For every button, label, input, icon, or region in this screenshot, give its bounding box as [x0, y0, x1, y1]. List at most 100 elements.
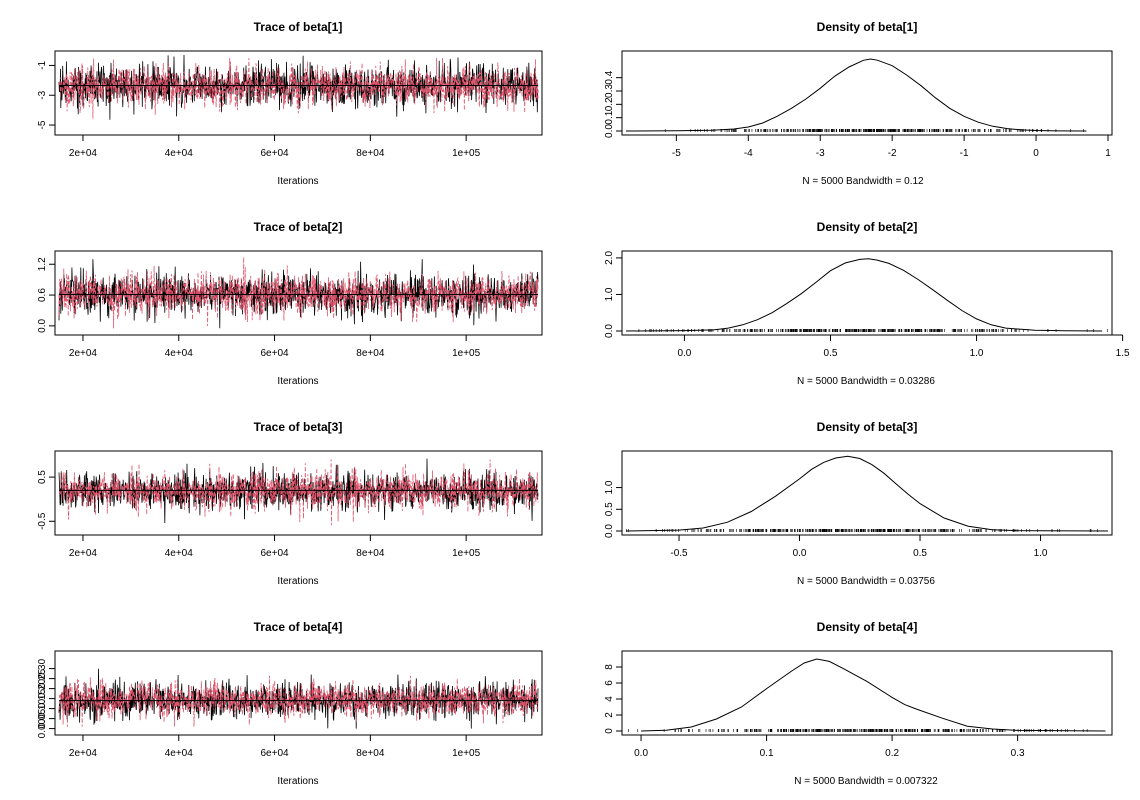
chart-title: Trace of beta[4]: [254, 620, 343, 634]
plot-area: [58, 458, 539, 526]
plot-frame: [621, 50, 1113, 136]
x-tick-label: 6e+04: [261, 748, 290, 759]
x-tick-label: 0.5: [913, 548, 927, 559]
plot-frame: [621, 650, 1113, 736]
x-axis: 2e+04 4e+04 6e+04 8e+04 1e+05: [69, 334, 481, 359]
chart-panel-3: Trace of beta[2] Iterations 2e+04 4e+04 6e+0…: [37, 220, 543, 387]
y-axis: 0.0 1.0 2.0: [604, 251, 623, 338]
y-tick-label: 0.0: [604, 524, 615, 538]
x-tick-label: 1e+05: [452, 148, 481, 159]
x-tick-label: 0.0: [634, 748, 648, 759]
chart-panel-5: Trace of beta[3] Iterations 2e+04 4e+04 6e+0…: [37, 420, 543, 587]
x-tick-label: 0: [1033, 148, 1039, 159]
y-tick-label: 1.2: [37, 257, 48, 271]
x-tick-label: 6e+04: [261, 148, 290, 159]
rug-marks: [664, 129, 1084, 132]
y-tick-label: -0.5: [37, 512, 48, 530]
x-tick-label: -2: [888, 148, 897, 159]
chart-panel-8: Density of beta[4] N = 5000 Bandwidth = 0…: [604, 620, 1113, 787]
x-tick-label: 2e+04: [69, 148, 98, 159]
x-tick-label: -0.5: [670, 548, 688, 559]
y-tick-label: 2.0: [604, 251, 615, 265]
y-tick-label: 0.6: [37, 288, 48, 302]
x-tick-label: 1.5: [1116, 348, 1130, 359]
plot-area: [58, 54, 539, 120]
y-tick-label: 0.1: [604, 110, 615, 124]
y-tick-label: 0.05: [37, 708, 48, 728]
density-curve: [625, 455, 1109, 532]
x-tick-label: 1: [1105, 148, 1111, 159]
plot-area: [58, 257, 539, 329]
y-tick-label: 1.0: [604, 287, 615, 301]
density-curve: [625, 258, 1103, 332]
y-tick-label: 6: [604, 680, 615, 686]
x-tick-label: 1e+05: [452, 548, 481, 559]
y-tick-label: -5: [37, 120, 48, 129]
x-axis-label: N = 5000 Bandwidth = 0.03756: [797, 576, 935, 587]
plot-frame: [54, 650, 543, 736]
trace-line-chain-1: [58, 458, 539, 524]
x-tick-label: 0.5: [824, 348, 838, 359]
x-tick-label: -4: [744, 148, 753, 159]
x-tick-label: 0.0: [677, 348, 691, 359]
x-tick-label: 8e+04: [356, 148, 385, 159]
plot-area: [625, 455, 1109, 532]
x-tick-label: 1.0: [970, 348, 984, 359]
x-tick-label: 0.2: [885, 748, 899, 759]
y-tick-label: 4: [604, 696, 615, 702]
plot-area: [625, 258, 1108, 332]
rug-marks: [638, 329, 1108, 332]
trace-line-chain-2: [58, 257, 539, 329]
y-tick-label: 0.2: [604, 97, 615, 111]
y-tick-label: 0.10: [37, 698, 48, 718]
x-tick-label: 2e+04: [69, 748, 98, 759]
y-tick-label: 0: [604, 728, 615, 734]
trace-line-chain-2: [58, 57, 539, 119]
x-tick-label: -5: [672, 148, 681, 159]
y-tick-label: 0.0: [37, 318, 48, 332]
x-tick-label: -1: [960, 148, 969, 159]
plot-area: [625, 58, 1087, 132]
x-axis: 0.0 0.5 1.0 1.5: [677, 334, 1130, 359]
chart-title: Density of beta[4]: [817, 620, 918, 634]
y-tick-label: 0.5: [604, 502, 615, 516]
y-tick-label: 0.3: [604, 84, 615, 98]
density-curve: [625, 58, 1087, 132]
x-tick-label: 6e+04: [261, 548, 290, 559]
plot-frame: [621, 450, 1113, 536]
chart-panel-1: Trace of beta[1] Iterations 2e+04 4e+04 6e+0…: [37, 20, 543, 187]
y-tick-label: 1.0: [604, 480, 615, 494]
x-tick-label: 4e+04: [165, 548, 194, 559]
x-axis-label: Iterations: [277, 176, 318, 187]
x-axis-label: N = 5000 Bandwidth = 0.007322: [794, 776, 938, 787]
y-tick-label: 0.20: [37, 678, 48, 698]
y-tick-label: 0.4: [604, 70, 615, 84]
chart-panel-6: Density of beta[3] N = 5000 Bandwidth = 0…: [604, 420, 1113, 587]
chart-title: Density of beta[2]: [817, 220, 918, 234]
x-tick-label: 2e+04: [69, 548, 98, 559]
x-axis-label: N = 5000 Bandwidth = 0.03286: [797, 376, 935, 387]
x-axis: -0.5 0.0 0.5 1.0: [670, 534, 1048, 559]
chart-panel-2: Density of beta[1] N = 5000 Bandwidth = 0…: [604, 20, 1113, 187]
x-tick-label: 2e+04: [69, 348, 98, 359]
y-tick-label: 0.0: [604, 124, 615, 138]
chart-panel-7: Trace of beta[4] Iterations 2e+04 4e+04 6e+0…: [37, 620, 543, 787]
x-axis: -5 -4 -3 -2 -1 0 1: [672, 134, 1111, 159]
x-tick-label: 8e+04: [356, 348, 385, 359]
x-axis-label: N = 5000 Bandwidth = 0.12: [802, 176, 924, 187]
y-tick-label: -1: [37, 61, 48, 70]
y-tick-label: 0.15: [37, 688, 48, 708]
x-tick-label: 0.1: [760, 748, 774, 759]
y-axis: -5 -3 -1: [37, 61, 56, 129]
plot-area: [58, 668, 539, 729]
y-axis: 0.00.10.20.30.4: [604, 70, 623, 138]
plot-area: [628, 658, 1106, 732]
y-axis: -0.5 0.5: [37, 470, 56, 530]
y-tick-label: 0.00: [37, 718, 48, 738]
x-tick-label: 8e+04: [356, 748, 385, 759]
plot-frame: [621, 250, 1113, 336]
chart-title: Trace of beta[3]: [254, 420, 343, 434]
y-axis: 0.0 0.6 1.2: [37, 257, 56, 333]
chart-title: Trace of beta[2]: [254, 220, 343, 234]
